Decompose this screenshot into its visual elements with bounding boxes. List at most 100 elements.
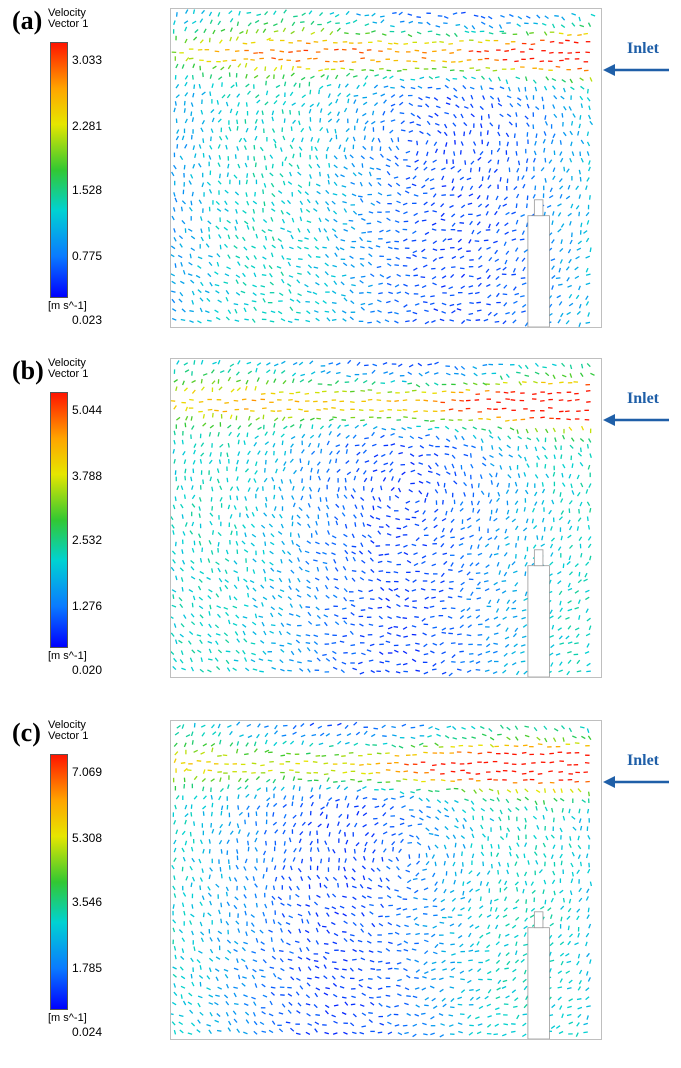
velocity-vector <box>468 968 473 972</box>
velocity-vector <box>585 389 591 392</box>
velocity-vector <box>306 919 310 924</box>
velocity-vector <box>252 587 257 592</box>
velocity-vector <box>525 995 529 1001</box>
velocity-vector <box>580 482 584 488</box>
velocity-vector <box>390 137 394 143</box>
velocity-vector <box>307 660 313 663</box>
velocity-vector <box>266 362 271 366</box>
velocity-vector <box>463 492 466 497</box>
velocity-vector <box>524 871 528 877</box>
velocity-vector <box>377 309 382 313</box>
velocity-vector <box>493 581 498 586</box>
velocity-vector <box>253 794 257 799</box>
velocity-vector <box>560 916 563 922</box>
velocity-vector <box>346 822 351 828</box>
velocity-vector <box>324 1004 330 1009</box>
velocity-vector <box>322 955 328 960</box>
velocity-vector <box>431 961 437 965</box>
velocity-vector <box>305 634 311 637</box>
velocity-vector <box>335 98 339 104</box>
velocity-vector <box>578 194 582 199</box>
velocity-vector <box>503 663 509 667</box>
velocity-vector <box>552 427 556 433</box>
velocity-vector <box>253 604 258 608</box>
velocity-vector <box>461 726 466 730</box>
velocity-vector <box>241 540 246 545</box>
velocity-vector <box>498 446 503 452</box>
velocity-vector <box>572 735 577 739</box>
velocity-vector <box>504 528 508 534</box>
velocity-vector <box>184 475 187 481</box>
velocity-vector <box>225 650 231 653</box>
velocity-vector <box>281 1003 286 1008</box>
velocity-vector <box>366 649 372 653</box>
velocity-vector <box>468 285 474 288</box>
velocity-vector <box>578 211 581 217</box>
velocity-vector <box>251 950 257 954</box>
velocity-vector <box>569 130 573 136</box>
velocity-vector <box>486 303 491 306</box>
velocity-vector <box>503 571 508 577</box>
velocity-vector <box>373 839 378 844</box>
velocity-vector <box>427 30 433 33</box>
velocity-vector <box>442 1003 447 1008</box>
velocity-vector <box>180 206 183 212</box>
velocity-vector <box>270 182 275 188</box>
velocity-vector <box>314 146 318 152</box>
velocity-vector <box>176 416 181 421</box>
velocity-vector <box>404 507 410 511</box>
velocity-vector <box>531 889 536 894</box>
velocity-vector <box>331 309 336 314</box>
velocity-vector <box>576 491 581 497</box>
velocity-vector <box>517 160 521 166</box>
velocity-vector <box>441 310 447 314</box>
velocity-vector <box>550 662 554 667</box>
velocity-vector <box>182 269 186 275</box>
velocity-vector <box>294 940 300 944</box>
velocity-vector <box>442 552 448 556</box>
velocity-vector <box>350 611 355 616</box>
velocity-vector <box>264 903 268 909</box>
velocity-vector <box>236 958 239 964</box>
velocity-vector <box>495 528 500 532</box>
velocity-vector <box>494 258 500 263</box>
velocity-vector <box>562 131 567 137</box>
velocity-vector <box>578 979 582 985</box>
velocity-vector <box>191 75 194 80</box>
velocity-vector <box>430 187 435 190</box>
velocity-vector <box>313 959 319 963</box>
velocity-vector <box>552 167 556 173</box>
velocity-vector <box>382 361 388 365</box>
velocity-vector <box>247 846 250 852</box>
velocity-vector <box>427 470 433 474</box>
velocity-vector <box>351 61 357 63</box>
velocity-vector <box>391 841 396 846</box>
velocity-vector <box>209 19 213 25</box>
velocity-vector <box>497 844 500 849</box>
velocity-vector <box>372 363 378 367</box>
velocity-vector <box>378 1002 383 1007</box>
velocity-vector <box>265 165 268 171</box>
velocity-vector <box>433 372 439 375</box>
velocity-vector <box>476 509 481 514</box>
velocity-vector <box>541 500 545 505</box>
velocity-vector <box>553 728 559 732</box>
velocity-vector <box>497 159 500 165</box>
velocity-vector <box>325 253 329 259</box>
velocity-vector <box>345 443 349 448</box>
legend-title-line2: Vector 1 <box>48 18 89 30</box>
velocity-vector <box>515 806 520 811</box>
velocity-vector <box>185 9 189 14</box>
velocity-vector <box>306 1012 311 1017</box>
velocity-vector <box>173 839 177 845</box>
velocity-vector <box>173 379 178 383</box>
velocity-vector <box>226 172 229 178</box>
velocity-vector <box>227 64 232 70</box>
velocity-vector <box>189 920 193 925</box>
velocity-vector <box>200 386 205 391</box>
velocity-vector <box>493 632 499 635</box>
velocity-vector <box>475 668 481 671</box>
velocity-vector <box>586 220 590 225</box>
velocity-vector <box>328 797 333 802</box>
velocity-vector <box>216 605 221 609</box>
